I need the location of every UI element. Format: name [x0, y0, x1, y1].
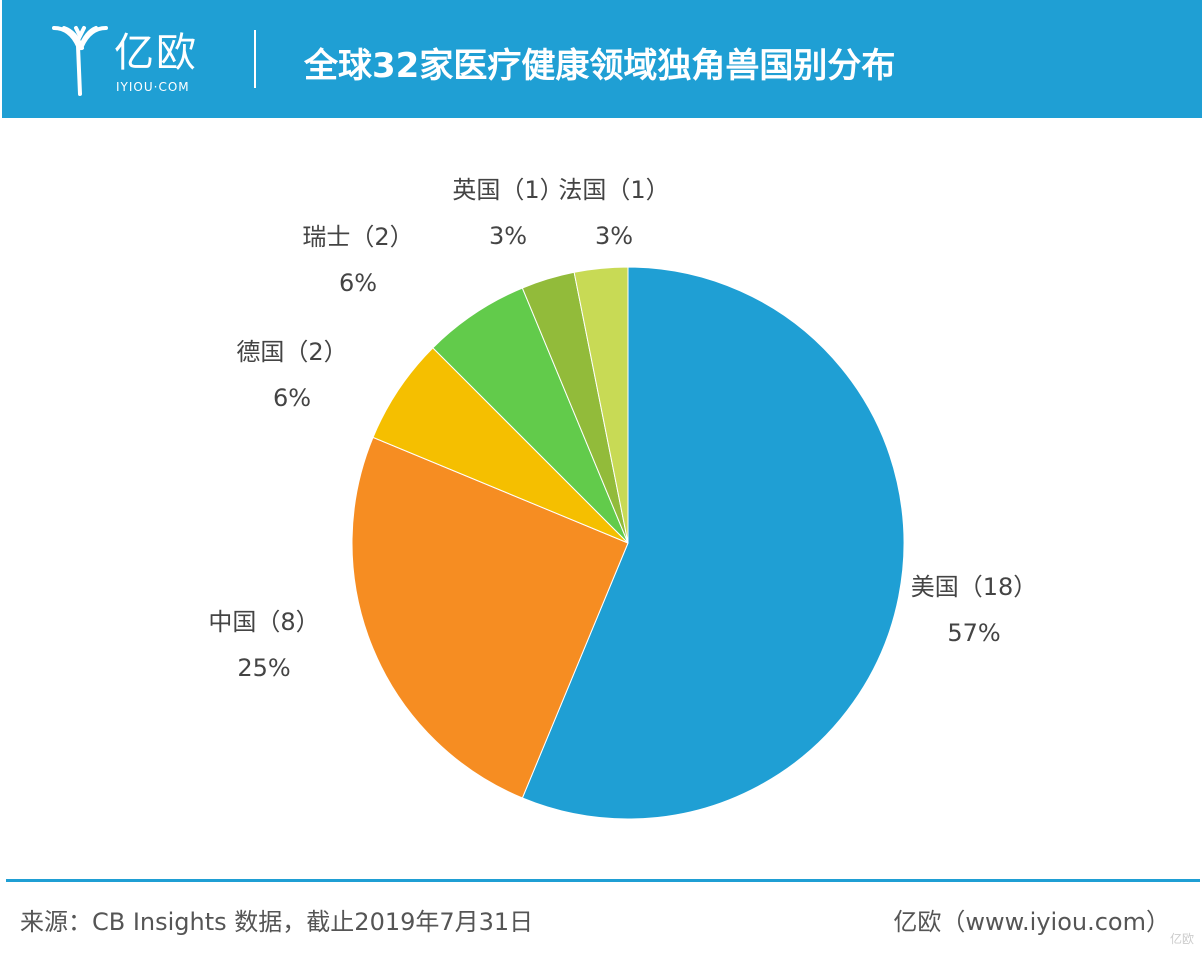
- pie-slice-0: [521, 266, 905, 820]
- pie-slice-1: [351, 436, 629, 799]
- header-divider: [254, 30, 256, 88]
- pie-labels: 美国（18） 57% 中国（8） 25% 德国（2） 6% 瑞士（2） 6% 英国（1） 3% 法国…: [208, 176, 1037, 682]
- slice-label-1: 中国（8）: [208, 608, 319, 636]
- slice-percent-5: 3%: [595, 222, 633, 250]
- slice-percent-4: 3%: [489, 222, 527, 250]
- slice-label-0: 美国（18）: [911, 573, 1038, 601]
- logo-domain: IYIOU·COM: [116, 80, 190, 94]
- slice-percent-3: 6%: [339, 269, 377, 297]
- footer-divider: [6, 879, 1200, 882]
- pie-slice-5: [573, 266, 629, 544]
- slice-percent-2: 6%: [273, 384, 311, 412]
- pie-chart: 美国（18） 57% 中国（8） 25% 德国（2） 6% 瑞士（2） 6% 英国（1） 3% 法国…: [208, 176, 1037, 820]
- source-note: 来源：CB Insights 数据，截止2019年7月31日: [20, 908, 534, 936]
- slice-label-3: 瑞士（2）: [302, 223, 413, 251]
- brand-credit: 亿欧（www.iyiou.com）: [893, 908, 1170, 936]
- slice-percent-0: 57%: [947, 619, 1000, 647]
- iyiou-logo-icon: [52, 26, 108, 96]
- header-bar: 亿欧 IYIOU·COM 全球32家医疗健康领域独角兽国别分布: [2, 0, 1202, 118]
- slice-label-2: 德国（2）: [236, 338, 347, 366]
- slice-label-4: 英国（1）: [452, 176, 563, 204]
- slice-percent-1: 25%: [237, 654, 290, 682]
- pie-slices: [351, 266, 905, 820]
- logo-wordmark: 亿欧: [114, 30, 198, 76]
- page-title: 全球32家医疗健康领域独角兽国别分布: [304, 46, 896, 86]
- slice-label-5: 法国（1）: [558, 176, 669, 204]
- watermark: 亿欧: [1169, 932, 1194, 946]
